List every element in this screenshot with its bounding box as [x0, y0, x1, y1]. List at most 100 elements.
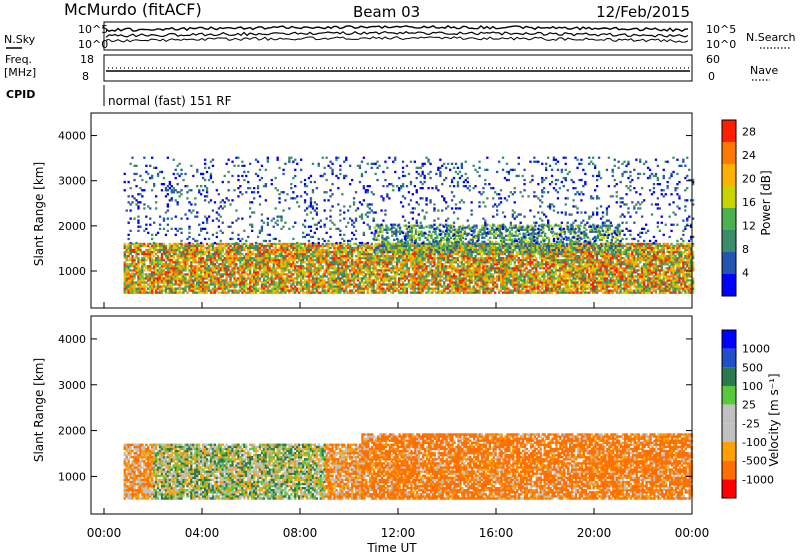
power-cell-1749	[284, 247, 286, 249]
power-cell-2208	[327, 245, 329, 247]
power-cell-3904	[486, 257, 488, 259]
power-cell-605	[179, 249, 181, 251]
power-cell-4264	[520, 253, 522, 255]
power-cell-2377	[343, 265, 345, 267]
power-cell-46	[128, 290, 130, 292]
power-cell-884	[206, 290, 208, 292]
power-cell-1522	[265, 269, 267, 271]
power-cell-2540	[359, 259, 361, 261]
power-cell-1365	[251, 292, 253, 294]
power-cell-119	[133, 269, 135, 271]
power-cell-4001	[496, 267, 498, 269]
power-cell-737	[192, 281, 194, 283]
power-cell-4690	[559, 261, 561, 263]
power-cell-1747	[284, 251, 286, 253]
power-cell-108	[131, 249, 133, 251]
power-cell-3835	[480, 255, 482, 257]
power-cell-525	[173, 283, 175, 285]
power-cell-411	[161, 255, 163, 257]
power-cell-14	[124, 263, 126, 265]
power-cell-399	[161, 279, 163, 281]
power-cell-3985	[494, 257, 496, 259]
power-cell-1352	[249, 267, 251, 269]
power-cell-63	[128, 251, 130, 253]
power-cell-4641	[555, 271, 557, 273]
power-cell-1834	[294, 281, 296, 283]
power-cell-3653	[465, 285, 467, 287]
power-cell-2815	[386, 277, 388, 279]
power-cell-235	[145, 285, 147, 287]
power-cell-313	[153, 281, 155, 283]
power-cell-4646	[555, 261, 557, 263]
power-cell-4896	[578, 273, 580, 275]
power-cell-2482	[353, 261, 355, 263]
power-cell-3614	[461, 265, 463, 267]
power-cell-1189	[233, 261, 235, 263]
power-cell-2123	[320, 255, 322, 257]
power-cell-953	[212, 271, 214, 273]
power-cell-3122	[416, 283, 418, 285]
power-cell-2784	[382, 253, 384, 255]
power-cell-2783	[382, 255, 384, 257]
power-cell-1641	[275, 243, 277, 245]
power-cell-2836	[388, 281, 390, 283]
power-cell-1523	[265, 267, 267, 269]
power-cell-3541	[455, 290, 457, 292]
power-cell-828	[200, 273, 202, 275]
power-cell-304	[151, 253, 153, 255]
power-cell-2474	[353, 277, 355, 279]
power-cell-944	[212, 292, 214, 294]
power-cell-2442	[349, 255, 351, 257]
power-cell-3135	[416, 255, 418, 257]
power-cell-1355	[249, 261, 251, 263]
power-cell-4866	[574, 253, 576, 255]
power-cell-4854	[574, 279, 576, 281]
power-cell-4852	[574, 283, 576, 285]
power-cell-2116	[320, 269, 322, 271]
power-cell-4766	[567, 281, 569, 283]
power-cell-3294	[431, 290, 433, 292]
power-cell-2537	[359, 265, 361, 267]
power-cell-4616	[553, 281, 555, 283]
power-cell-2917	[396, 271, 398, 273]
power-cell-1121	[228, 267, 230, 269]
power-cell-3043	[408, 273, 410, 275]
power-cell-1620	[275, 290, 277, 292]
power-cell-825	[200, 279, 202, 281]
power-cell-3362	[437, 273, 439, 275]
power-cell-4638	[555, 283, 557, 285]
power-cell-2921	[396, 263, 398, 265]
power-cell-207	[141, 259, 143, 261]
power-cell-2016	[310, 249, 312, 251]
power-cell-1837	[294, 269, 296, 271]
power-cell-1211	[235, 257, 237, 259]
power-cell-89	[131, 292, 133, 294]
power-cell-1789	[288, 243, 290, 245]
power-cell-3662	[465, 267, 467, 269]
power-cell-2615	[367, 271, 369, 273]
power-cell-4650	[555, 253, 557, 255]
power-cell-3302	[431, 271, 433, 273]
power-cell-424	[163, 271, 165, 273]
power-cell-1759	[286, 273, 288, 275]
power-cell-3554	[455, 257, 457, 259]
power-cell-1096	[226, 277, 228, 279]
power-cell-3308	[431, 253, 433, 255]
power-cell-98	[131, 273, 133, 275]
power-cell-4480	[541, 288, 543, 290]
power-cell-2008	[310, 267, 312, 269]
power-cell-1199	[235, 292, 237, 294]
power-cell-3810	[478, 269, 480, 271]
power-cell-962	[212, 253, 214, 255]
power-cell-3458	[445, 243, 447, 245]
power-cell-4510	[543, 263, 545, 265]
power-cell-1422	[255, 257, 257, 259]
power-cell-739	[192, 275, 194, 277]
power-cell-576	[177, 263, 179, 265]
power-cell-2683	[373, 261, 375, 263]
power-cell-847	[202, 285, 204, 287]
power-cell-937	[210, 259, 212, 261]
power-cell-724	[190, 257, 192, 259]
power-cell-1102	[226, 265, 228, 267]
power-cell-3667	[465, 253, 467, 255]
